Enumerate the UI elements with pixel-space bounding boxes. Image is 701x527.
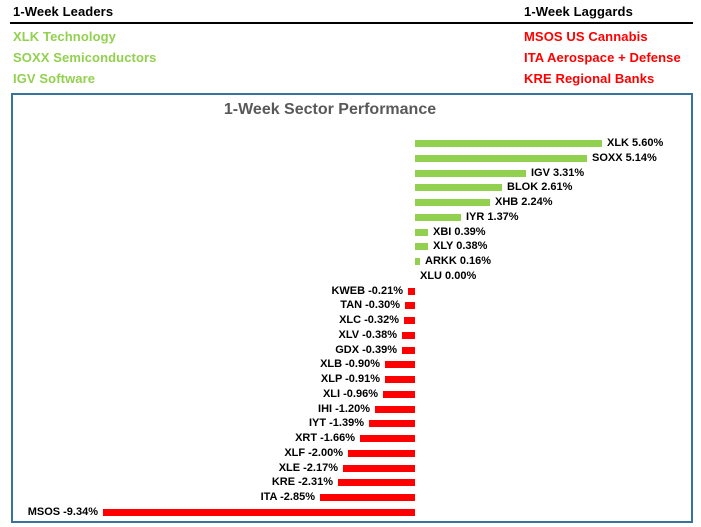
bar-row-iyt: IYT -1.39% xyxy=(13,416,691,431)
chart-title: 1-Week Sector Performance xyxy=(223,101,437,118)
bar-label: IHI -1.20% xyxy=(318,402,370,415)
bar-label: TAN -0.30% xyxy=(340,299,400,312)
bar-label: XLP -0.91% xyxy=(320,373,380,385)
sector-performance-chart: 1-Week Sector Performance XLK 5.60% SOXX … xyxy=(11,93,693,523)
bar-row-blok: BLOK 2.61% xyxy=(13,180,691,195)
bar-xle xyxy=(343,464,415,472)
bar-row-msos: MSOS -9.34% xyxy=(13,505,691,520)
bar-xlc xyxy=(404,317,415,324)
bar-label: XLI -0.96% xyxy=(322,387,378,400)
bar-label: XHB 2.24% xyxy=(495,196,553,208)
bar-iyt xyxy=(369,420,415,428)
bar-xlk xyxy=(415,140,602,147)
leader-item: SOXX Semiconductors xyxy=(13,50,157,65)
bar-xli xyxy=(383,390,415,398)
header-divider xyxy=(10,22,693,24)
bar-label: IYR 1.37% xyxy=(466,210,519,223)
bar-iyr xyxy=(415,213,461,221)
laggards-title: 1-Week Laggards xyxy=(524,4,633,19)
bar-ihi xyxy=(375,405,415,413)
bar-label: XLY 0.38% xyxy=(433,240,488,253)
bar-label: XRT -1.66% xyxy=(295,432,355,444)
bar-row-ihi: IHI -1.20% xyxy=(13,402,691,417)
bar-label: KWEB -0.21% xyxy=(331,284,403,297)
bar-gdx xyxy=(402,346,415,354)
leader-item: XLK Technology xyxy=(13,29,116,44)
bar-row-xli: XLI -0.96% xyxy=(13,387,691,402)
bar-msos xyxy=(103,508,415,516)
leader-item: IGV Software xyxy=(13,71,96,86)
bar-soxx xyxy=(415,154,587,162)
bar-xrt xyxy=(360,435,415,442)
bar-label: SOXX 5.14% xyxy=(592,151,657,164)
bar-kweb xyxy=(408,287,415,295)
bar-label: IYT -1.39% xyxy=(308,417,364,430)
bar-label: XBI 0.39% xyxy=(433,225,486,238)
bar-xlf xyxy=(348,449,415,457)
bar-row-tan: TAN -0.30% xyxy=(13,298,691,313)
bar-row-xrt: XRT -1.66% xyxy=(13,431,691,446)
laggard-item: ITA Aerospace + Defense xyxy=(524,50,681,65)
bar-igv xyxy=(415,169,526,177)
bar-ita xyxy=(320,494,415,501)
plot-area: XLK 5.60% SOXX 5.14% IGV 3.31% BLOK 2.61% XH… xyxy=(13,95,691,521)
bar-row-xlb: XLB -0.90% xyxy=(13,357,691,372)
bar-label: XLF -2.00% xyxy=(284,446,343,459)
bar-xly xyxy=(415,243,428,251)
bar-blok xyxy=(415,184,502,192)
bar-label: XLB -0.90% xyxy=(320,358,380,371)
bar-xbi xyxy=(415,228,428,236)
bar-row-xlf: XLF -2.00% xyxy=(13,446,691,461)
bar-row-iyr: IYR 1.37% xyxy=(13,210,691,225)
bar-label: MSOS -9.34% xyxy=(27,505,98,518)
leaders-title: 1-Week Leaders xyxy=(13,4,114,19)
bar-label: XLC -0.32% xyxy=(339,314,399,326)
bar-row-xbi: XBI 0.39% xyxy=(13,225,691,240)
bar-label: ARKK 0.16% xyxy=(425,255,492,267)
bar-kre xyxy=(338,479,415,487)
bar-arkk xyxy=(415,258,420,265)
bar-row-xlk: XLK 5.60% xyxy=(13,136,691,151)
bar-row-kre: KRE -2.31% xyxy=(13,475,691,490)
laggard-item: KRE Regional Banks xyxy=(524,71,655,86)
bar-label: BLOK 2.61% xyxy=(507,181,573,194)
bar-tan xyxy=(405,302,415,310)
bar-row-xle: XLE -2.17% xyxy=(13,461,691,476)
bar-xlp xyxy=(385,376,415,383)
bar-row-arkk: ARKK 0.16% xyxy=(13,254,691,269)
laggard-item: MSOS US Cannabis xyxy=(524,29,648,44)
bar-xhb xyxy=(415,199,490,206)
bar-xlv xyxy=(402,331,415,339)
bar-row-soxx: SOXX 5.14% xyxy=(13,151,691,166)
bar-label: XLE -2.17% xyxy=(278,461,338,474)
bar-label: ITA -2.85% xyxy=(260,491,315,503)
bar-row-xlv: XLV -0.38% xyxy=(13,328,691,343)
bar-label: XLV -0.38% xyxy=(338,328,398,341)
bar-row-xly: XLY 0.38% xyxy=(13,239,691,254)
bar-row-xhb: XHB 2.24% xyxy=(13,195,691,210)
bar-label: XLK 5.60% xyxy=(607,137,664,149)
bar-label: IGV 3.31% xyxy=(531,166,585,179)
bar-label: KRE -2.31% xyxy=(271,476,333,489)
bar-row-ita: ITA -2.85% xyxy=(13,490,691,505)
bar-label: XLU 0.00% xyxy=(420,269,477,282)
bar-row-xlp: XLP -0.91% xyxy=(13,372,691,387)
bar-row-kweb: KWEB -0.21% xyxy=(13,284,691,299)
bar-row-xlc: XLC -0.32% xyxy=(13,313,691,328)
bar-row-gdx: GDX -0.39% xyxy=(13,343,691,358)
bar-row-igv: IGV 3.31% xyxy=(13,166,691,181)
bar-label: GDX -0.39% xyxy=(335,343,397,356)
bar-xlb xyxy=(385,361,415,369)
bar-row-xlu: XLU 0.00% xyxy=(13,269,691,284)
